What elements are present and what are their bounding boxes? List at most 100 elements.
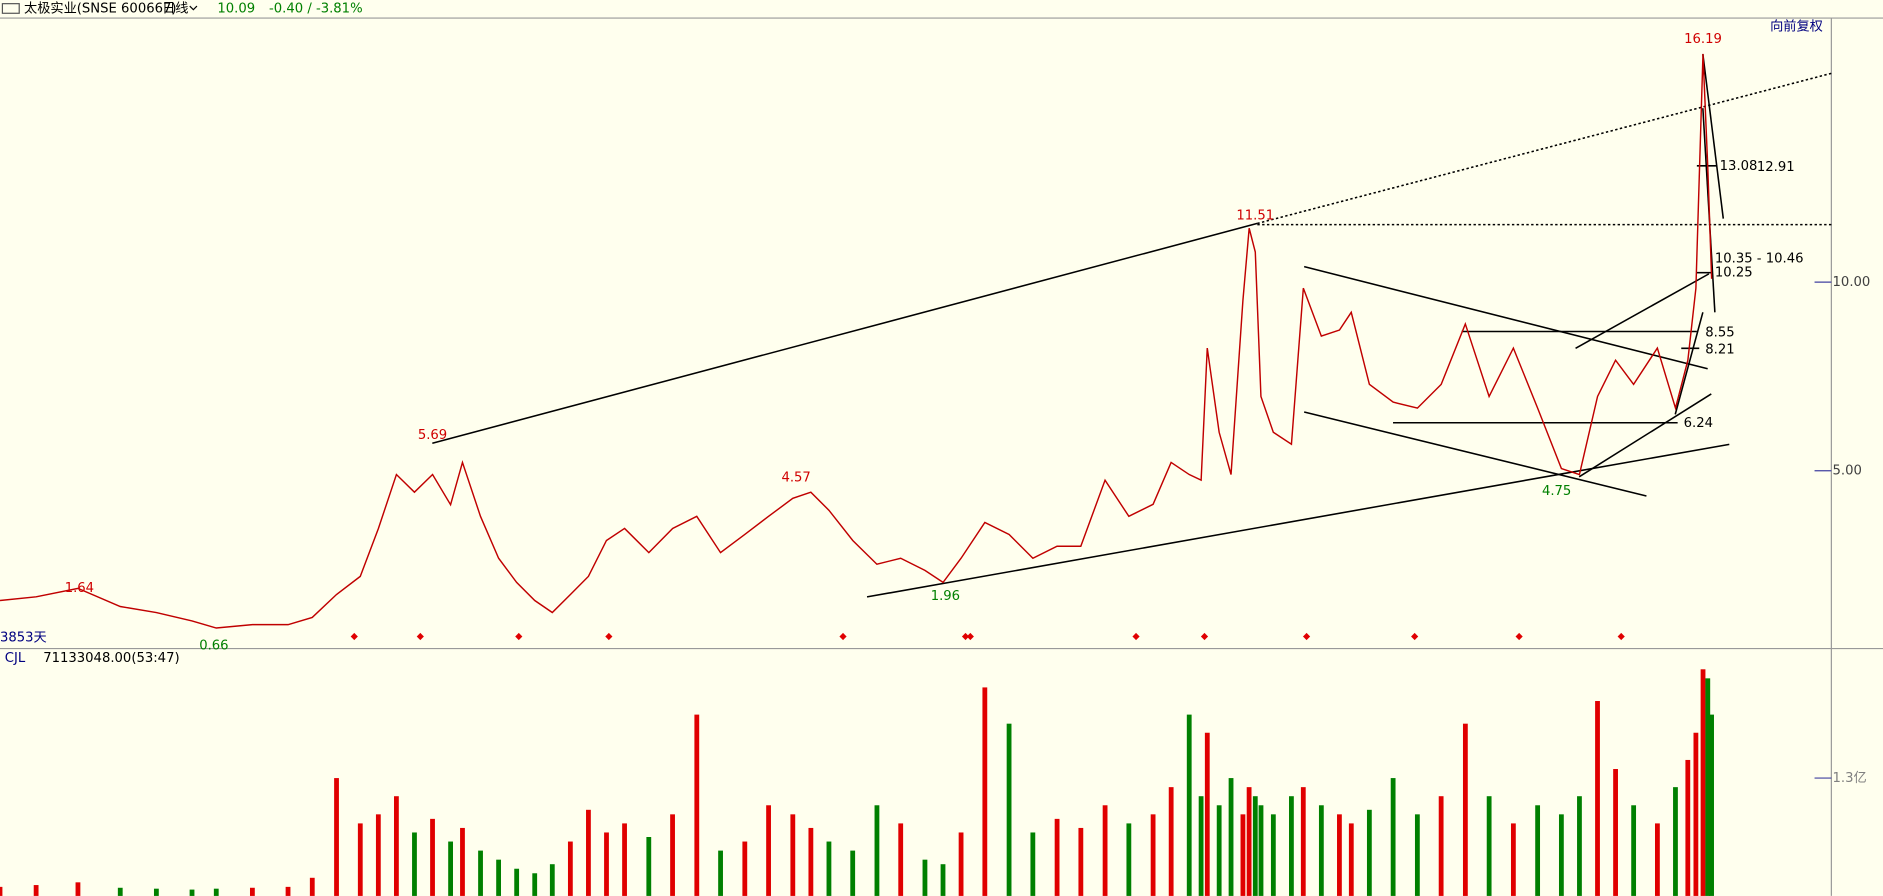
level-label: 6.24 (1684, 416, 1713, 431)
volume-bar (1270, 814, 1276, 896)
volume-bar (1577, 796, 1582, 896)
volume-bar (549, 864, 555, 896)
volume-bar (460, 827, 465, 896)
volume-bar (117, 887, 123, 896)
volume-bar (514, 868, 520, 896)
volume-bar (478, 850, 483, 896)
volume-bar (922, 859, 928, 896)
volume-bar (1216, 805, 1222, 896)
signal-marker (839, 632, 847, 641)
volume-bar (850, 850, 856, 896)
volume-bar (586, 809, 591, 896)
volume-bar (1693, 732, 1699, 896)
signal-marker (1200, 632, 1209, 641)
volume-bar (790, 814, 796, 896)
stock-name: 太极实业(SNSE 600667) (24, 0, 177, 16)
price-label: 16.19 (1684, 32, 1722, 47)
volume-bar (1595, 701, 1600, 896)
volume-bar (670, 814, 675, 896)
volume-bar (898, 823, 904, 896)
signal-marker (605, 632, 613, 641)
volume-bar (1462, 723, 1468, 896)
volume-bar (1078, 827, 1084, 896)
volume-bar (1700, 669, 1706, 896)
volume-bar (1006, 723, 1012, 896)
signal-marker (350, 632, 358, 641)
price-label: 4.75 (1542, 484, 1571, 499)
period-select[interactable]: 日线 (162, 0, 188, 16)
signal-marker (1411, 632, 1419, 641)
volume-bar (1685, 759, 1691, 896)
menu-icon[interactable] (1, 3, 20, 14)
volume-bar (33, 885, 39, 896)
price-label: 11.51 (1236, 209, 1274, 224)
volume-bar (153, 888, 159, 896)
volume-bar (1228, 778, 1234, 896)
volume-bar (1258, 805, 1264, 896)
level-label: 13.08 (1720, 159, 1758, 174)
trend-line (866, 473, 1559, 598)
volume-bar (958, 832, 964, 896)
volume-bar (309, 877, 315, 896)
price-label: 5.69 (418, 428, 447, 443)
signal-marker (515, 632, 523, 641)
volume-bar (1438, 796, 1444, 896)
price-label: 1.64 (65, 581, 94, 596)
volume-bar (1366, 809, 1372, 896)
volume-bar (496, 859, 501, 896)
volume-bar (75, 882, 81, 896)
volume-bar (622, 823, 627, 896)
volume-bar (1510, 823, 1516, 896)
signal-marker (1302, 632, 1311, 641)
volume-bar (1198, 796, 1204, 896)
volume-bar (334, 778, 339, 896)
volume-bar (1102, 805, 1108, 896)
volume-bar (249, 887, 255, 896)
volume-bar (394, 796, 399, 896)
volume-bar (1030, 832, 1036, 896)
price-label: 0.66 (199, 638, 228, 653)
signal-marker (416, 632, 424, 641)
volume-bar (742, 841, 748, 896)
trend-line (1558, 443, 1730, 476)
adjust-button[interactable]: 向前复权 (1770, 17, 1823, 34)
volume-bar (1631, 805, 1637, 896)
span-label: 3853天 (0, 631, 47, 646)
volume-bar (1318, 805, 1324, 896)
trend-line (1702, 54, 1725, 219)
volume-bar (1673, 787, 1678, 896)
volume-bar (1558, 814, 1564, 896)
level-label: 10.25 (1715, 266, 1753, 281)
signal-marker (1617, 632, 1625, 641)
volume-bar (982, 687, 988, 896)
signal-marker (966, 632, 974, 641)
dropdown-arrow[interactable] (189, 5, 198, 11)
volume-bar (808, 827, 814, 896)
volume-bar (694, 714, 700, 896)
volume-subtitle: 71133048.00(53:47) (43, 651, 179, 666)
volume-bar (646, 837, 652, 896)
volume-bar (375, 814, 381, 896)
trend-line (1674, 312, 1704, 415)
volume-bar (1054, 818, 1060, 896)
volume-bar (213, 888, 219, 896)
trend-line (1578, 393, 1712, 478)
trend-line (1303, 265, 1708, 370)
volume-bar (1186, 714, 1192, 896)
volume-bar (1252, 796, 1258, 896)
volume-bar (285, 886, 291, 896)
volume-bar (604, 832, 609, 896)
trend-lines (432, 54, 1832, 598)
price-label: 4.57 (781, 470, 810, 485)
volume-bar (1204, 732, 1210, 896)
volume-bar (0, 886, 3, 896)
level-label: 8.55 (1705, 326, 1734, 341)
volume-bar (940, 864, 946, 896)
volume-bar (1126, 823, 1132, 896)
trend-line (1575, 273, 1710, 350)
y-tick-label: 5.00 (1833, 464, 1862, 479)
level-label: 12.91 (1757, 160, 1795, 175)
volume-bar (357, 823, 363, 896)
